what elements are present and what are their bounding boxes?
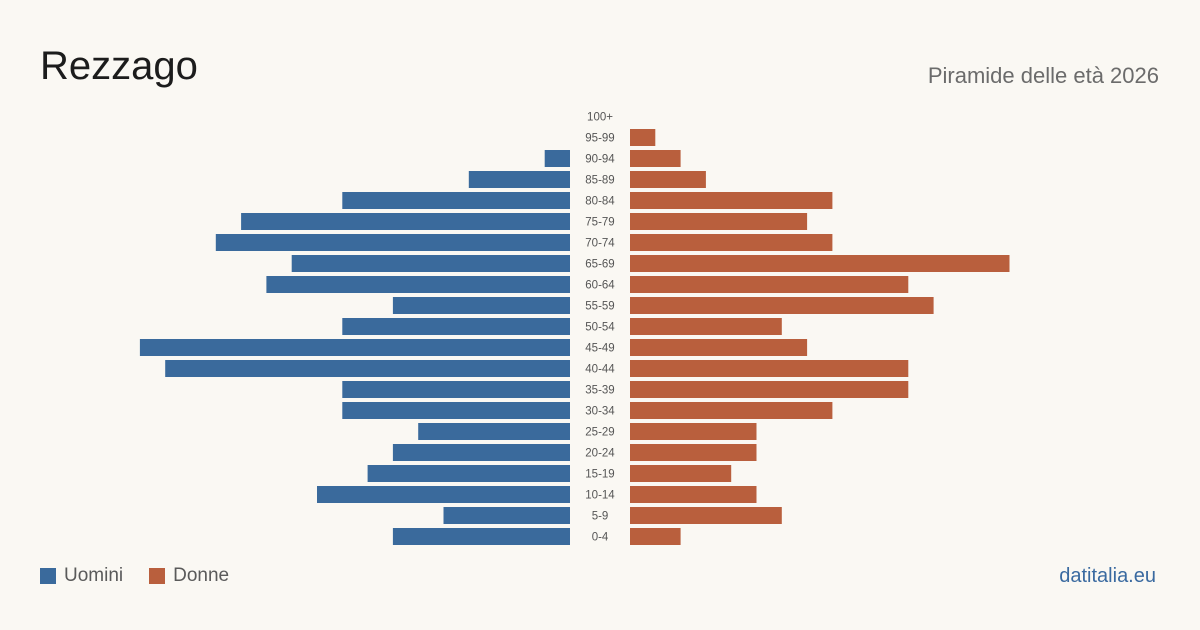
page-title: Rezzago bbox=[40, 44, 198, 88]
bar-women-35-39 bbox=[630, 381, 909, 398]
bar-women-40-44 bbox=[630, 360, 909, 377]
age-group-label: 0-4 bbox=[592, 532, 609, 544]
age-group-label: 25-29 bbox=[585, 427, 614, 439]
age-group-label: 65-69 bbox=[585, 259, 614, 271]
bar-women-60-64 bbox=[630, 276, 909, 293]
bar-men-60-64 bbox=[266, 276, 570, 293]
age-group-label: 45-49 bbox=[585, 343, 614, 355]
bar-women-70-74 bbox=[630, 234, 833, 251]
bar-men-90-94 bbox=[544, 150, 570, 167]
bar-women-65-69 bbox=[630, 255, 1010, 272]
bar-men-20-24 bbox=[392, 444, 570, 461]
legend: Uomini Donne bbox=[40, 565, 255, 587]
bar-men-85-89 bbox=[468, 171, 570, 188]
age-group-label: 60-64 bbox=[585, 280, 615, 292]
legend-label-women: Donne bbox=[173, 565, 230, 586]
legend-item-women: Donne bbox=[149, 565, 229, 587]
bar-women-90-94 bbox=[630, 150, 681, 167]
bar-women-30-34 bbox=[630, 402, 833, 419]
bar-women-80-84 bbox=[630, 192, 833, 209]
bar-men-50-54 bbox=[342, 318, 570, 335]
legend-item-men: Uomini bbox=[40, 565, 123, 587]
bar-women-20-24 bbox=[630, 444, 757, 461]
legend-swatch-women bbox=[149, 568, 166, 584]
legend-label-men: Uomini bbox=[64, 565, 124, 586]
age-group-label: 50-54 bbox=[585, 322, 615, 334]
age-group-label: 20-24 bbox=[585, 448, 615, 460]
age-group-label: 5-9 bbox=[592, 511, 609, 523]
bar-women-55-59 bbox=[630, 297, 934, 314]
bar-men-0-4 bbox=[392, 528, 570, 545]
age-group-label: 40-44 bbox=[585, 364, 615, 376]
bar-men-45-49 bbox=[139, 339, 570, 356]
age-group-label: 10-14 bbox=[585, 490, 615, 502]
bar-men-55-59 bbox=[392, 297, 570, 314]
legend-swatch-men bbox=[40, 568, 56, 584]
age-group-label: 80-84 bbox=[585, 196, 615, 208]
bar-women-15-19 bbox=[630, 465, 732, 482]
age-group-label: 90-94 bbox=[585, 154, 615, 166]
chart-subtitle: Piramide delle età 2026 bbox=[927, 63, 1159, 88]
bar-women-75-79 bbox=[630, 213, 808, 230]
bar-men-5-9 bbox=[443, 507, 570, 524]
age-group-label: 85-89 bbox=[585, 175, 614, 187]
bar-men-40-44 bbox=[165, 360, 570, 377]
bar-women-5-9 bbox=[630, 507, 782, 524]
bar-men-30-34 bbox=[342, 402, 570, 419]
age-group-label: 75-79 bbox=[585, 217, 614, 229]
age-group-label: 100+ bbox=[587, 112, 613, 124]
age-group-label: 35-39 bbox=[585, 385, 614, 397]
bar-men-65-69 bbox=[291, 255, 570, 272]
bar-men-25-29 bbox=[418, 423, 570, 440]
bar-women-95-99 bbox=[630, 129, 656, 146]
bar-men-10-14 bbox=[317, 486, 570, 503]
bar-men-70-74 bbox=[215, 234, 571, 251]
bar-women-10-14 bbox=[630, 486, 757, 503]
bar-women-0-4 bbox=[630, 528, 681, 545]
bar-men-15-19 bbox=[367, 465, 570, 482]
bar-women-50-54 bbox=[630, 318, 782, 335]
age-group-label: 55-59 bbox=[585, 301, 614, 313]
bar-men-35-39 bbox=[342, 381, 570, 398]
age-group-label: 30-34 bbox=[585, 406, 615, 418]
bar-women-45-49 bbox=[630, 339, 808, 356]
bar-men-75-79 bbox=[241, 213, 570, 230]
age-group-label: 70-74 bbox=[585, 238, 615, 250]
site-link[interactable]: datitalia.eu bbox=[1059, 565, 1156, 587]
bar-women-85-89 bbox=[630, 171, 706, 188]
age-group-label: 15-19 bbox=[585, 469, 614, 481]
age-group-label: 95-99 bbox=[585, 133, 614, 145]
bar-women-25-29 bbox=[630, 423, 757, 440]
bar-men-80-84 bbox=[342, 192, 570, 209]
